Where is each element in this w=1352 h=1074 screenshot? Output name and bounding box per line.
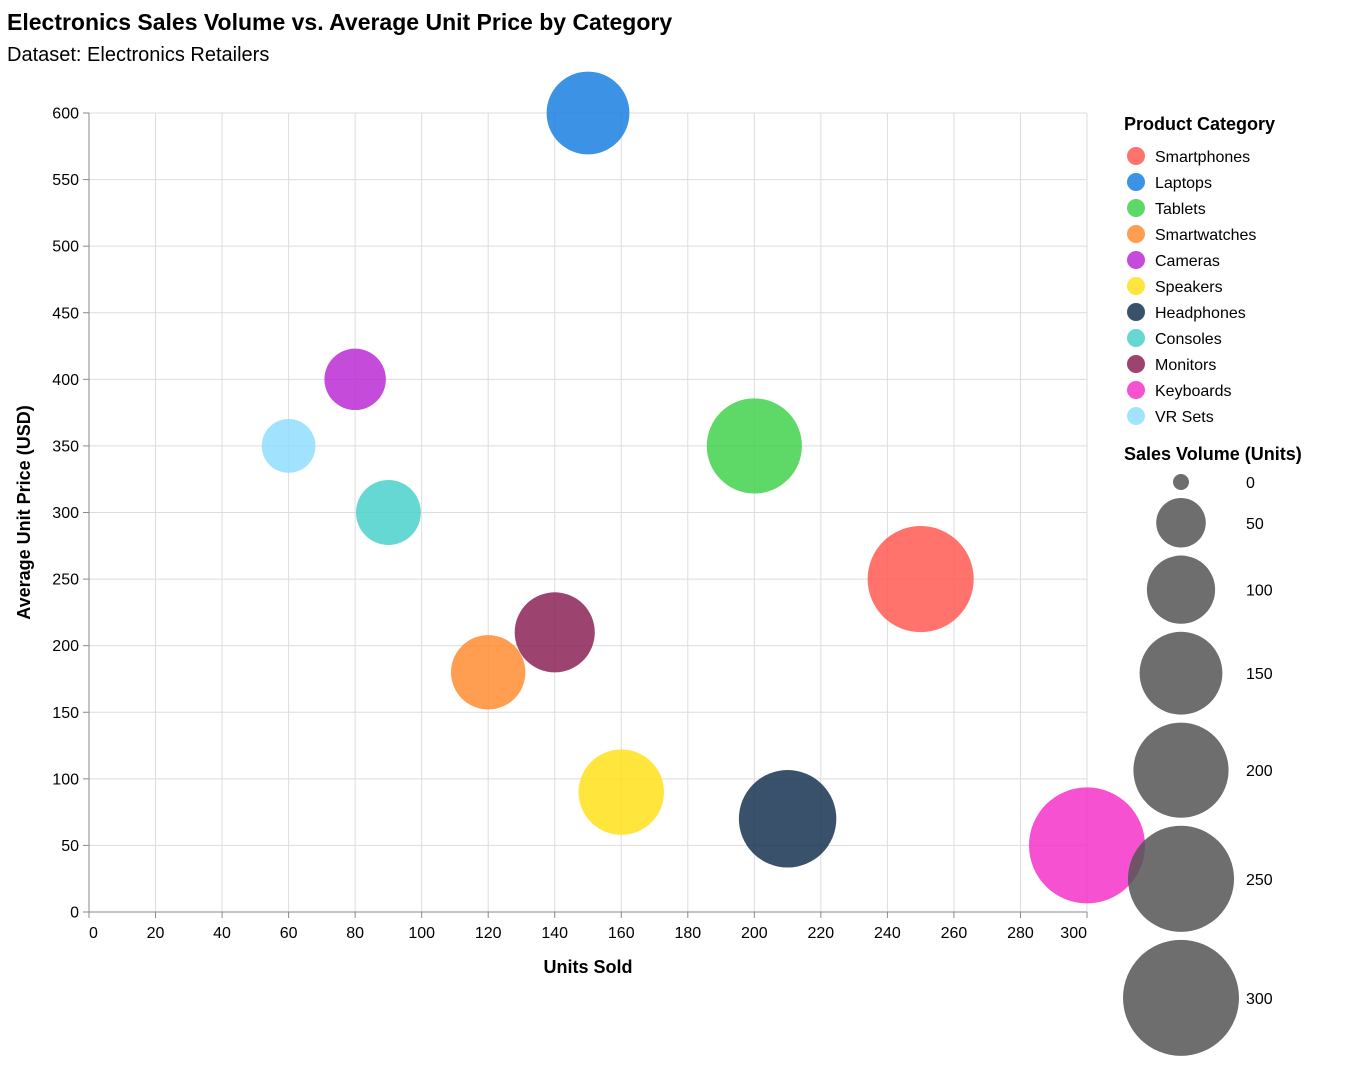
y-tick-label: 400 bbox=[52, 372, 79, 389]
x-tick-label: 60 bbox=[280, 925, 298, 942]
y-tick-label: 250 bbox=[52, 572, 79, 589]
legend-label-speakers: Speakers bbox=[1155, 279, 1223, 296]
size-legend-label: 0 bbox=[1246, 475, 1255, 492]
legend-swatch-vr-sets bbox=[1127, 407, 1145, 425]
x-tick-label: 0 bbox=[89, 925, 98, 942]
legend-swatch-headphones bbox=[1127, 303, 1145, 321]
size-legend-label: 200 bbox=[1246, 763, 1273, 780]
y-tick-label: 550 bbox=[52, 172, 79, 189]
legend-swatch-tablets bbox=[1127, 199, 1145, 217]
bubble-smartwatches bbox=[450, 635, 526, 710]
legend: Product Category Smartphones Laptops Table… bbox=[1123, 114, 1302, 1056]
bubble-tablets bbox=[706, 398, 802, 494]
size-legend-circle bbox=[1133, 722, 1229, 818]
x-tick-label: 40 bbox=[213, 925, 231, 942]
x-tick-label: 300 bbox=[1060, 925, 1087, 942]
legend-label-smartwatches: Smartwatches bbox=[1155, 227, 1256, 244]
points-layer bbox=[261, 71, 1145, 904]
legend-swatch-monitors bbox=[1127, 355, 1145, 373]
legend-swatch-smartphones bbox=[1127, 147, 1145, 165]
y-tick-label: 150 bbox=[52, 705, 79, 722]
legend-label-headphones: Headphones bbox=[1155, 305, 1246, 322]
grid-layer bbox=[88, 112, 1088, 913]
color-legend-items: Smartphones Laptops Tablets Smartwatches Cam… bbox=[1127, 147, 1256, 426]
legend-label-monitors: Monitors bbox=[1155, 357, 1216, 374]
y-axis-title: Average Unit Price (USD) bbox=[14, 405, 34, 619]
x-tick-label: 240 bbox=[874, 925, 901, 942]
x-axis-title: Units Sold bbox=[544, 957, 633, 977]
size-legend-items: 0 50 100 150 200 250 300 bbox=[1123, 474, 1273, 1056]
legend-swatch-cameras bbox=[1127, 251, 1145, 269]
legend-label-consoles: Consoles bbox=[1155, 331, 1222, 348]
color-legend-title: Product Category bbox=[1124, 114, 1275, 134]
x-tick-label: 200 bbox=[741, 925, 768, 942]
size-legend-circle bbox=[1173, 474, 1189, 490]
legend-swatch-consoles bbox=[1127, 329, 1145, 347]
y-tick-label: 50 bbox=[61, 838, 79, 855]
legend-label-tablets: Tablets bbox=[1155, 201, 1206, 218]
legend-label-smartphones: Smartphones bbox=[1155, 149, 1250, 166]
bubble-smartphones bbox=[867, 526, 974, 633]
legend-label-cameras: Cameras bbox=[1155, 253, 1220, 270]
y-tick-label: 350 bbox=[52, 438, 79, 455]
bubble-monitors bbox=[514, 592, 595, 673]
y-tick-label: 450 bbox=[52, 305, 79, 322]
x-tick-label: 160 bbox=[608, 925, 635, 942]
y-tick-label: 300 bbox=[52, 505, 79, 522]
bubble-cameras bbox=[324, 348, 386, 411]
bubble-laptops bbox=[546, 71, 630, 155]
y-tick-label: 200 bbox=[52, 638, 79, 655]
x-tick-label: 120 bbox=[475, 925, 502, 942]
bubble-keyboards bbox=[1029, 787, 1145, 904]
legend-label-vr-sets: VR Sets bbox=[1155, 409, 1214, 426]
legend-swatch-smartwatches bbox=[1127, 225, 1145, 243]
legend-swatch-keyboards bbox=[1127, 381, 1145, 399]
x-tick-label: 100 bbox=[408, 925, 435, 942]
x-tick-label: 280 bbox=[1007, 925, 1034, 942]
y-tick-label: 500 bbox=[52, 239, 79, 256]
axes-layer: 0 20 40 60 80 100 120 140 160 180 200 220 240 260 280 3… bbox=[52, 106, 1088, 942]
bubble-headphones bbox=[738, 770, 837, 868]
legend-label-laptops: Laptops bbox=[1155, 175, 1212, 192]
bubble-vr-sets bbox=[261, 419, 316, 473]
x-tick-label: 80 bbox=[346, 925, 364, 942]
size-legend-title: Sales Volume (Units) bbox=[1124, 444, 1302, 464]
x-tick-label: 140 bbox=[541, 925, 568, 942]
chart-subtitle: Dataset: Electronics Retailers bbox=[7, 44, 269, 66]
size-legend-circle bbox=[1123, 939, 1239, 1056]
x-tick-label: 20 bbox=[147, 925, 165, 942]
bubble-speakers bbox=[578, 749, 664, 835]
size-legend-circle bbox=[1139, 631, 1223, 715]
chart-title: Electronics Sales Volume vs. Average Uni… bbox=[7, 9, 672, 35]
size-legend-label: 150 bbox=[1246, 666, 1273, 683]
size-legend-label: 250 bbox=[1246, 872, 1273, 889]
legend-swatch-laptops bbox=[1127, 173, 1145, 191]
x-tick-label: 260 bbox=[941, 925, 968, 942]
size-legend-circle bbox=[1146, 555, 1216, 624]
bubble-consoles bbox=[355, 480, 421, 545]
y-tick-label: 0 bbox=[70, 905, 79, 922]
y-tick-label: 100 bbox=[52, 771, 79, 788]
legend-label-keyboards: Keyboards bbox=[1155, 383, 1232, 400]
x-tick-label: 220 bbox=[808, 925, 835, 942]
size-legend-label: 300 bbox=[1246, 991, 1273, 1008]
x-tick-label: 180 bbox=[674, 925, 701, 942]
size-legend-label: 100 bbox=[1246, 583, 1273, 600]
size-legend-circle bbox=[1127, 825, 1235, 932]
size-legend-label: 50 bbox=[1246, 516, 1264, 533]
size-legend-circle bbox=[1156, 498, 1206, 548]
y-tick-label: 600 bbox=[52, 106, 79, 123]
legend-swatch-speakers bbox=[1127, 277, 1145, 295]
